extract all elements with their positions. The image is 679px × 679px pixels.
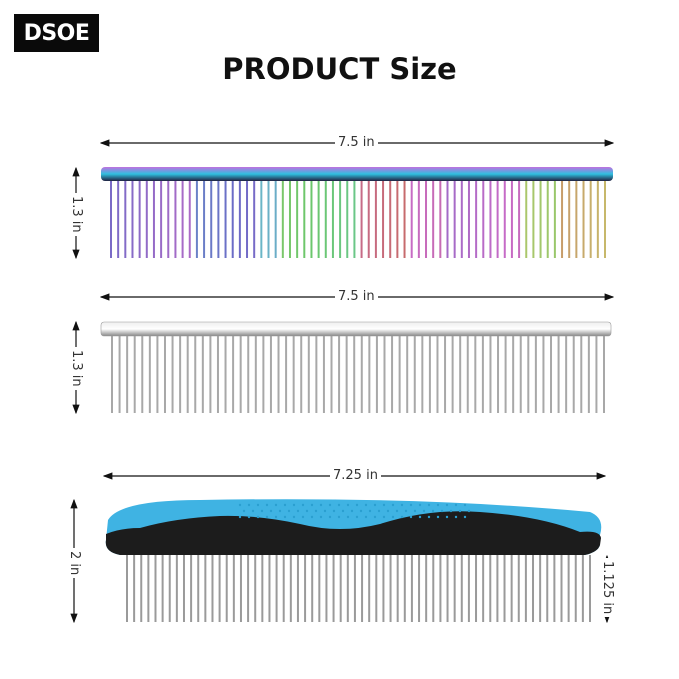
grip-dot: [328, 515, 332, 519]
grip-dot: [301, 515, 305, 519]
grip-dot: [422, 509, 426, 513]
height-label-1: 1.3 in: [69, 193, 84, 236]
grip-dot: [382, 503, 386, 507]
grip-dot: [445, 503, 449, 507]
grip-dot: [440, 509, 444, 513]
grip-dot: [395, 509, 399, 513]
grip-dot: [247, 515, 251, 519]
grip-dot: [382, 515, 386, 519]
grip-dot: [404, 509, 408, 513]
grip-dot: [467, 509, 471, 513]
grip-dot: [283, 515, 287, 519]
grip-dot: [458, 509, 462, 513]
grip-dot: [355, 515, 359, 519]
brand-logo: DSOE: [14, 14, 99, 52]
grip-dot: [454, 503, 458, 507]
width-label-2: 7.5 in: [335, 290, 378, 304]
grip-dot: [278, 509, 282, 513]
grip-dot: [341, 509, 345, 513]
grip-dot: [346, 515, 350, 519]
grip-dot: [463, 515, 467, 519]
grip-dot: [292, 515, 296, 519]
grip-dot: [364, 503, 368, 507]
grip-dot: [305, 509, 309, 513]
grip-dot: [373, 503, 377, 507]
grip-dot: [359, 509, 363, 513]
grip-dot: [350, 509, 354, 513]
width-label-1: 7.5 in: [335, 136, 378, 150]
grip-dot: [400, 515, 404, 519]
grip-dot: [323, 509, 327, 513]
grip-dot: [400, 503, 404, 507]
grip-dot: [386, 509, 390, 513]
silver-comb: [100, 321, 612, 413]
height-label-3: 2 in: [67, 548, 82, 579]
grip-dot: [238, 503, 242, 507]
grip-dot: [283, 503, 287, 507]
grip-dot: [391, 503, 395, 507]
teeth-label-3: 1.125 in: [600, 558, 615, 618]
grip-dot: [242, 509, 246, 513]
width-label-3: 7.25 in: [330, 469, 381, 483]
grip-dot: [431, 509, 435, 513]
grip-dot: [368, 509, 372, 513]
height-label-2: 1.3 in: [69, 347, 84, 390]
grip-dot: [373, 515, 377, 519]
grip-dot: [436, 515, 440, 519]
grip-dot: [409, 503, 413, 507]
grip-dot: [377, 509, 381, 513]
grip-dot: [269, 509, 273, 513]
grip-dot: [260, 509, 264, 513]
grip-dot: [287, 509, 291, 513]
grip-dot: [463, 503, 467, 507]
grip-dot: [256, 503, 260, 507]
grip-dot: [265, 515, 269, 519]
grip-dot: [445, 515, 449, 519]
grip-dot: [355, 503, 359, 507]
grip-dot: [328, 503, 332, 507]
grip-dot: [319, 503, 323, 507]
grip-dot: [301, 503, 305, 507]
grip-dot: [238, 515, 242, 519]
page-title: PRODUCT Size: [222, 52, 457, 86]
grip-dot: [332, 509, 336, 513]
grip-dot: [274, 515, 278, 519]
grip-dot: [256, 515, 260, 519]
grip-dot: [265, 503, 269, 507]
grip-dot: [247, 503, 251, 507]
grip-dot: [337, 515, 341, 519]
grip-dot: [274, 503, 278, 507]
grip-dot: [310, 503, 314, 507]
handled-comb: [105, 499, 602, 622]
grip-dot: [427, 503, 431, 507]
grip-dot: [427, 515, 431, 519]
grip-dot: [314, 509, 318, 513]
grip-dot: [251, 509, 255, 513]
grip-dot: [418, 515, 422, 519]
grip-dot: [436, 503, 440, 507]
rainbow-comb: [101, 167, 613, 258]
grip-dot: [454, 515, 458, 519]
grip-dot: [418, 503, 422, 507]
grip-dot: [409, 515, 413, 519]
grip-dot: [391, 515, 395, 519]
grip-dot: [346, 503, 350, 507]
grip-dot: [413, 509, 417, 513]
grip-dot: [310, 515, 314, 519]
grip-dot: [449, 509, 453, 513]
grip-dot: [296, 509, 300, 513]
grip-dot: [292, 503, 296, 507]
grip-dot: [319, 515, 323, 519]
grip-dot: [364, 515, 368, 519]
grip-dot: [337, 503, 341, 507]
